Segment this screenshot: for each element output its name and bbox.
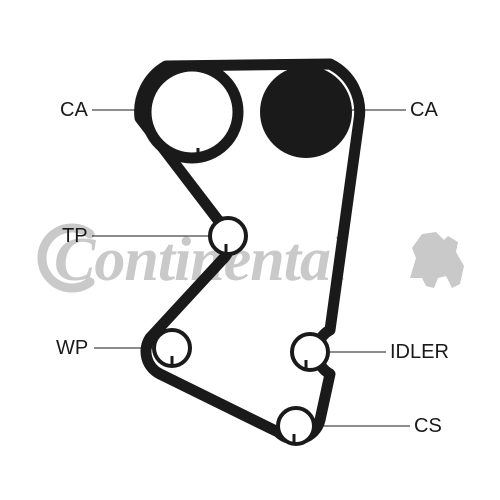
- label-ca_right: CA: [410, 99, 438, 121]
- watermark-horse-icon: [410, 232, 464, 288]
- label-tp: TP: [62, 225, 88, 247]
- pulley-circle-ca_right: [260, 66, 352, 158]
- label-idler: IDLER: [390, 341, 449, 363]
- pulley-idler: [292, 334, 328, 370]
- pulley-wp: [154, 330, 190, 366]
- label-ca_left: CA: [60, 99, 88, 121]
- pulley-ca_right: [260, 66, 352, 158]
- pulley-tp: [210, 218, 246, 254]
- pulley-ca_left: [146, 66, 238, 158]
- pulley-circle-ca_left: [146, 66, 238, 158]
- label-cs: CS: [414, 415, 442, 437]
- label-wp: WP: [56, 337, 88, 359]
- pulley-circle-idler: [292, 334, 328, 370]
- pulley-circle-tp: [210, 218, 246, 254]
- belt-diagram: ContinentalCACATPWPIDLERCS: [0, 0, 500, 500]
- pulley-circle-cs: [278, 408, 314, 444]
- pulley-cs: [278, 408, 314, 444]
